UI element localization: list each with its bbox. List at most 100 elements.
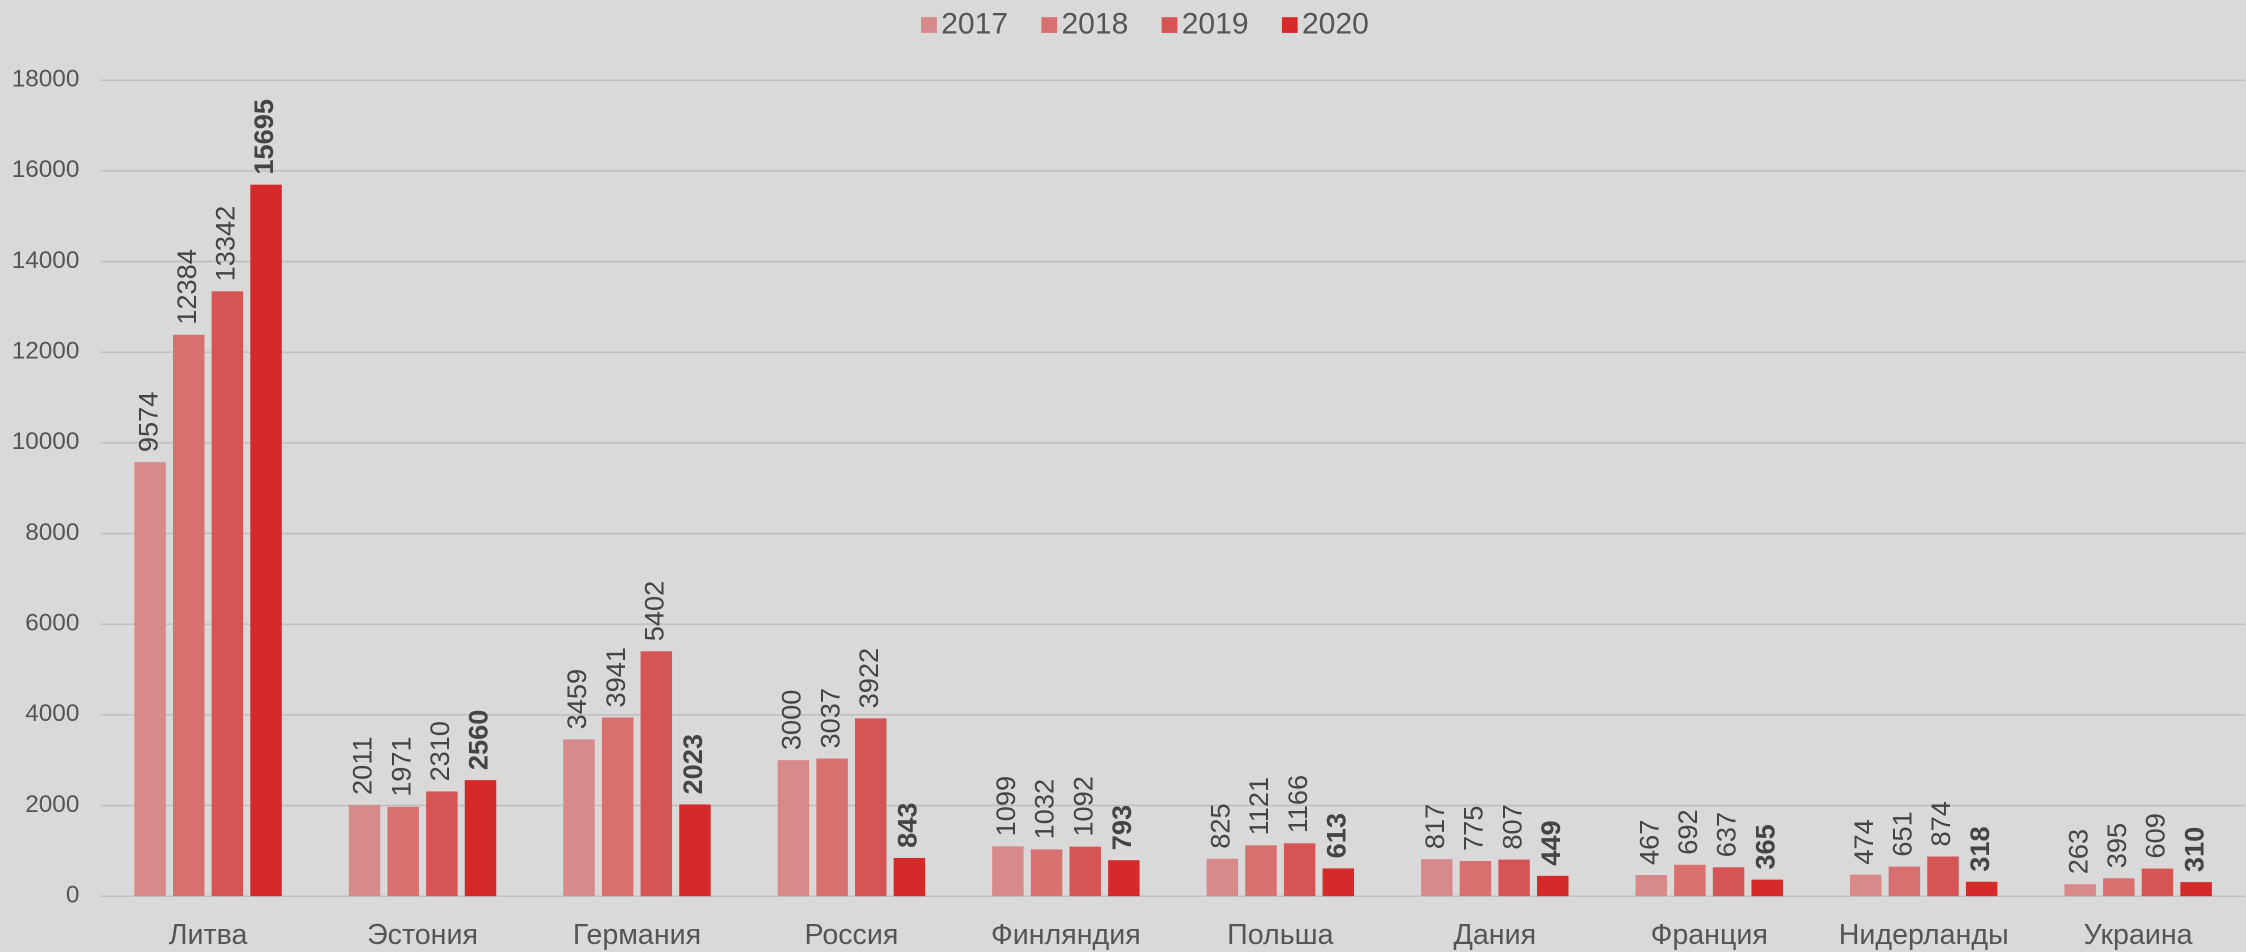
value-label: 3922	[853, 648, 884, 708]
value-label: 1121	[1243, 777, 1274, 835]
value-label: 2560	[463, 710, 494, 770]
value-label: 825	[1205, 803, 1236, 848]
value-label: 1032	[1029, 779, 1060, 839]
value-label: 3037	[814, 688, 845, 748]
bar	[211, 291, 244, 897]
value-label: 692	[1672, 809, 1703, 854]
bar	[1751, 879, 1783, 897]
bar	[1030, 849, 1063, 897]
y-tick-label: 18000	[12, 66, 80, 93]
bar	[426, 791, 458, 897]
value-label: 5402	[638, 581, 669, 641]
value-label: 817	[1419, 804, 1450, 849]
value-label: 2023	[677, 734, 708, 794]
bar	[2141, 868, 2174, 897]
x-tick-label: Финляндия	[991, 919, 1141, 951]
value-label: 1092	[1067, 776, 1098, 836]
bar	[1927, 856, 1959, 897]
legend-label: 2017	[941, 8, 1008, 41]
bar	[1245, 845, 1277, 897]
y-tick-label: 12000	[12, 338, 80, 365]
value-label: 263	[2062, 829, 2093, 874]
value-label: 637	[1711, 812, 1742, 857]
value-label: 3941	[600, 647, 631, 707]
bar	[1674, 864, 1706, 897]
bar	[816, 758, 848, 897]
bar	[855, 718, 887, 897]
value-label: 793	[1106, 805, 1137, 850]
legend-swatch	[1161, 17, 1178, 33]
value-label: 310	[2178, 827, 2209, 872]
bar	[893, 857, 926, 897]
value-label: 874	[1925, 801, 1956, 846]
value-label: 613	[1320, 813, 1351, 858]
x-tick-label: Дания	[1453, 919, 1536, 951]
bar	[1498, 859, 1530, 897]
value-label: 365	[1749, 824, 1780, 869]
bar	[1206, 858, 1239, 897]
bar	[1888, 866, 1921, 897]
value-label: 395	[2101, 823, 2132, 868]
legend-label: 2020	[1302, 8, 1369, 41]
y-tick-label: 14000	[12, 247, 80, 274]
y-tick-label: 0	[66, 882, 80, 909]
bar	[2103, 878, 2135, 897]
y-tick-label: 10000	[12, 428, 80, 455]
bar	[1108, 860, 1140, 897]
bar	[1069, 846, 1101, 897]
value-label: 467	[1633, 820, 1664, 865]
x-tick-label: Литва	[169, 919, 248, 951]
legend-swatch	[921, 17, 937, 33]
value-label: 318	[1964, 826, 1995, 871]
value-label: 609	[2140, 813, 2171, 858]
bar	[640, 651, 673, 897]
value-label: 2310	[424, 721, 455, 781]
y-tick-label: 2000	[25, 791, 79, 818]
bar	[1849, 874, 1882, 897]
bar	[992, 846, 1024, 897]
value-label: 449	[1535, 820, 1566, 865]
bar	[1322, 868, 1355, 897]
value-label: 1099	[990, 776, 1021, 836]
bar	[1283, 843, 1316, 897]
value-label: 13342	[210, 206, 241, 282]
x-tick-label: Франция	[1651, 919, 1768, 951]
value-label: 474	[1848, 819, 1879, 864]
bar	[1537, 875, 1569, 897]
value-label: 15695	[248, 99, 279, 175]
bar	[1712, 867, 1745, 897]
x-tick-label: Эстония	[367, 919, 478, 951]
legend-label: 2019	[1182, 8, 1249, 41]
value-label: 3459	[561, 669, 592, 729]
value-label: 843	[892, 803, 923, 848]
value-label: 12384	[171, 249, 202, 325]
y-tick-label: 6000	[25, 610, 79, 637]
x-tick-label: Украина	[2084, 919, 2193, 951]
y-tick-label: 16000	[12, 156, 80, 183]
bar	[173, 334, 205, 897]
value-label: 2011	[347, 737, 378, 795]
bar	[464, 780, 497, 897]
value-label: 9574	[132, 392, 163, 452]
bar	[250, 184, 282, 897]
legend-swatch	[1041, 17, 1058, 33]
legend-swatch	[1281, 17, 1298, 33]
bar	[1421, 859, 1453, 897]
x-tick-label: Россия	[804, 919, 898, 951]
value-label: 807	[1496, 804, 1527, 849]
x-tick-label: Польша	[1227, 919, 1333, 951]
value-label: 1971	[385, 736, 416, 796]
bar	[777, 760, 810, 897]
legend-label: 2018	[1061, 8, 1128, 41]
bar	[2180, 882, 2212, 897]
bar	[601, 717, 634, 897]
bar	[563, 739, 595, 897]
bar	[1635, 874, 1667, 897]
x-tick-label: Нидерланды	[1839, 919, 2009, 951]
y-tick-label: 8000	[25, 519, 79, 546]
x-tick-label: Германия	[573, 919, 701, 951]
value-label: 3000	[776, 690, 807, 750]
value-label: 775	[1458, 806, 1489, 851]
